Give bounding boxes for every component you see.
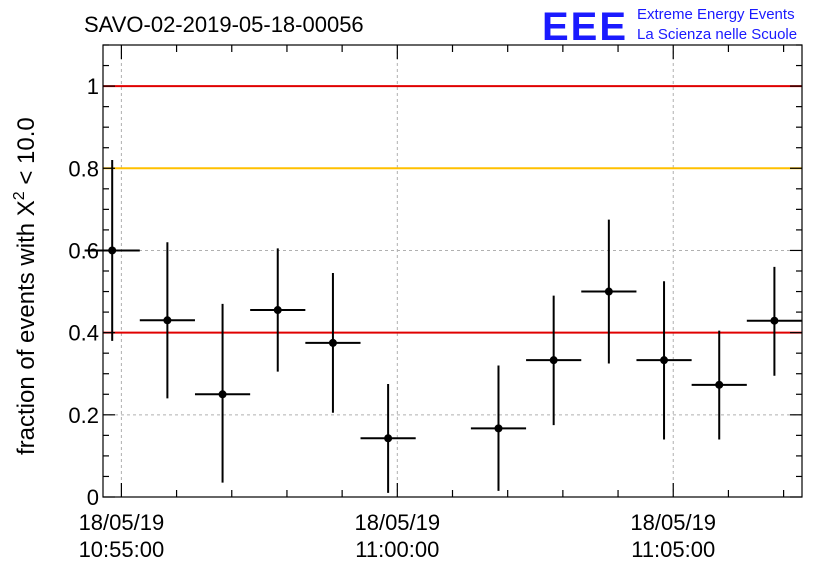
x-tick-label-date: 18/05/19 <box>79 510 165 535</box>
y-tick-label: 1 <box>87 74 99 99</box>
y-tick-label: 0.2 <box>68 403 99 428</box>
data-point-group <box>746 266 802 376</box>
y-axis-label: fraction of events with X2 < 10.0 <box>11 117 40 455</box>
data-point <box>549 356 558 365</box>
data-point-group <box>194 303 251 483</box>
data-point-group <box>250 248 306 372</box>
axes: 00.20.40.60.8118/05/1910:55:0018/05/1911… <box>68 44 802 562</box>
data-point <box>715 380 724 389</box>
data-point <box>273 306 282 315</box>
logo: EEE Extreme Energy Events La Scienza nel… <box>542 5 797 49</box>
chart-title: SAVO-02-2019-05-18-00056 <box>84 12 364 37</box>
logo-mark: EEE <box>542 5 628 49</box>
data-point <box>384 434 393 443</box>
data-point-group <box>470 365 527 491</box>
y-tick-label: 0.8 <box>68 156 99 181</box>
x-tick-label-date: 18/05/19 <box>354 510 440 535</box>
data-point <box>163 316 172 325</box>
grid <box>103 45 802 497</box>
data-point-group <box>305 273 361 413</box>
y-tick-label: 0.6 <box>68 238 99 263</box>
logo-line-1: Extreme Energy Events <box>637 6 795 23</box>
data-point-group <box>636 281 692 440</box>
logo-line-2: La Scienza nelle Scuole <box>637 26 797 43</box>
plot-frame <box>102 44 803 498</box>
data-point <box>328 338 337 347</box>
data-point <box>604 287 613 296</box>
data-points <box>84 160 802 493</box>
y-tick-label: 0 <box>87 485 99 510</box>
x-tick-label-time: 11:00:00 <box>355 537 439 562</box>
x-tick-label-date: 18/05/19 <box>630 510 716 535</box>
data-point-group <box>581 219 637 364</box>
y-tick-label: 0.4 <box>68 321 99 346</box>
data-point-group <box>360 384 416 493</box>
reference-lines <box>103 85 802 334</box>
data-point <box>770 316 779 325</box>
data-point-group <box>691 330 747 440</box>
data-point <box>218 390 227 399</box>
data-point <box>494 424 503 433</box>
x-tick-label-time: 11:05:00 <box>631 537 715 562</box>
data-point <box>660 356 669 365</box>
x-tick-label-time: 10:55:00 <box>79 537 165 562</box>
data-point-group <box>139 242 195 399</box>
data-point-group <box>526 295 582 426</box>
